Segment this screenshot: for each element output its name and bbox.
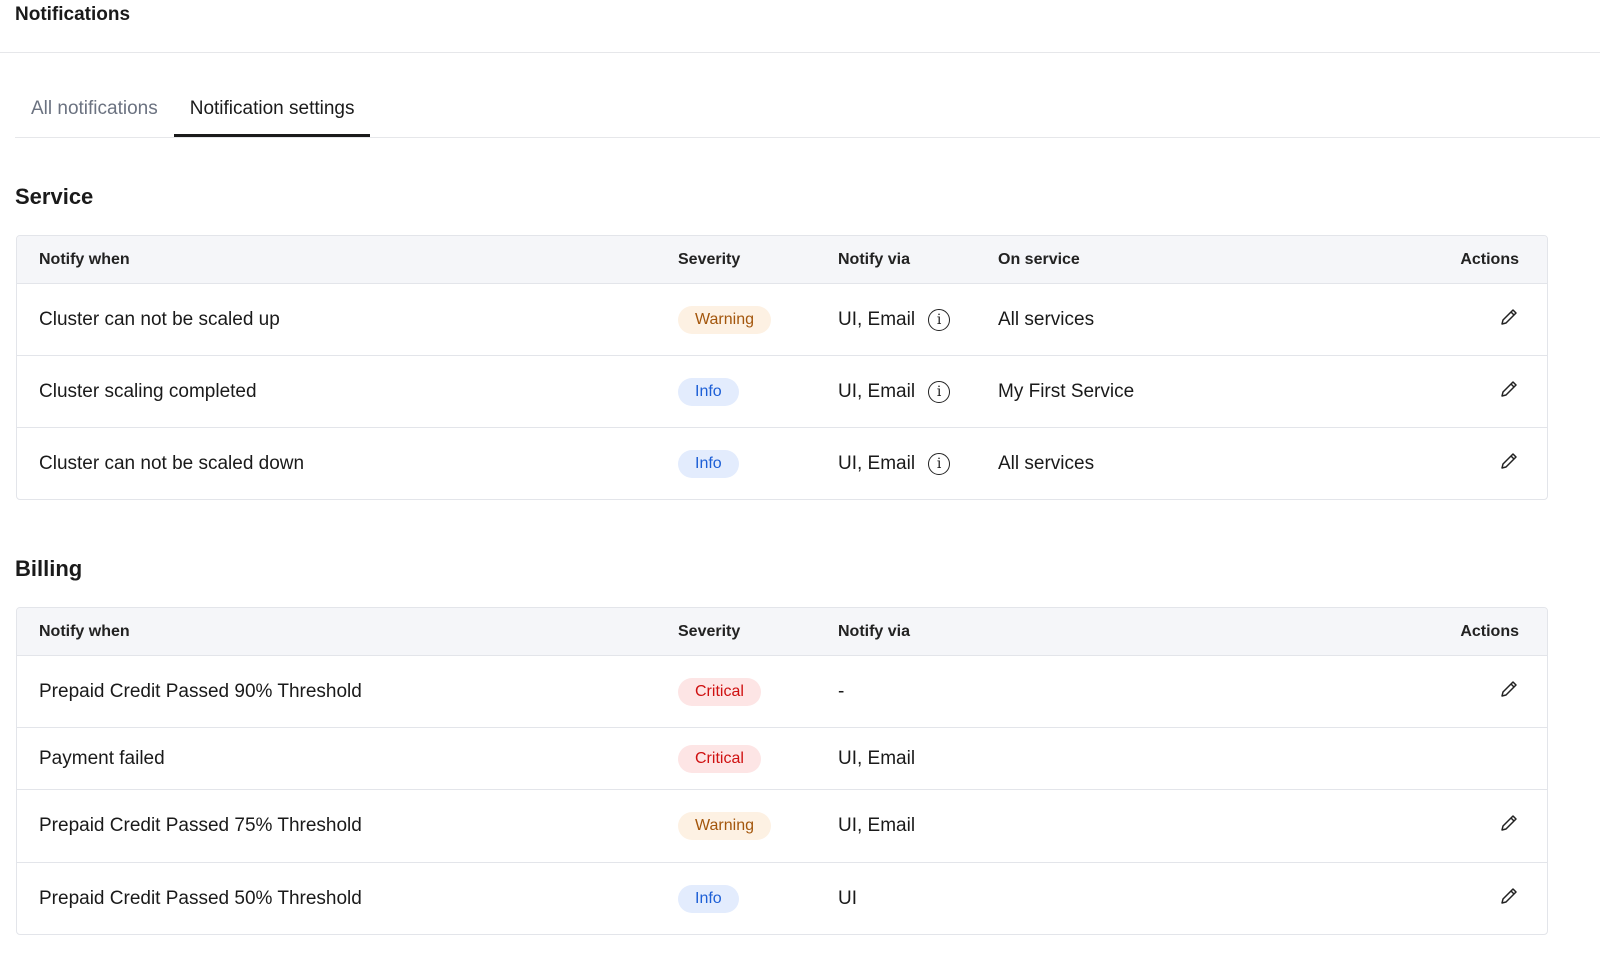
severity-badge: Info bbox=[678, 377, 739, 406]
notify-when: Prepaid Credit Passed 90% Threshold bbox=[39, 680, 362, 702]
severity-badge: Info bbox=[678, 884, 739, 913]
column-header: Notify when bbox=[39, 622, 130, 640]
tab-all-notifications[interactable]: All notifications bbox=[31, 98, 158, 119]
notify-when: Cluster can not be scaled up bbox=[39, 308, 280, 330]
notify-via: UI bbox=[838, 887, 857, 909]
info-icon[interactable]: i bbox=[928, 380, 951, 403]
table-header: Notify when Severity Notify via On servi… bbox=[17, 236, 1547, 283]
table-row: Cluster scaling completed Info UI, Email… bbox=[17, 355, 1547, 427]
page-title: Notifications bbox=[15, 4, 131, 25]
table-row: Prepaid Credit Passed 90% Threshold Crit… bbox=[17, 655, 1547, 727]
table-header: Notify when Severity Notify via Actions bbox=[17, 608, 1547, 655]
column-header: Severity bbox=[678, 622, 741, 640]
severity-badge: Warning bbox=[678, 812, 771, 840]
table-row: Payment failed Critical UI, Email bbox=[17, 727, 1547, 789]
pencil-icon bbox=[1499, 815, 1519, 838]
pencil-icon bbox=[1499, 680, 1519, 704]
on-service: My First Service bbox=[998, 380, 1135, 402]
notify-when: Prepaid Credit Passed 75% Threshold bbox=[39, 815, 362, 836]
notify-via: UI, Email bbox=[838, 747, 916, 769]
edit-button[interactable] bbox=[1499, 813, 1519, 839]
notify-when: Cluster can not be scaled down bbox=[39, 452, 305, 474]
notify-via: UI, Email bbox=[838, 380, 916, 402]
on-service: All services bbox=[998, 452, 1095, 474]
tab-bar: All notifications Notification settings bbox=[15, 86, 1600, 138]
column-header: Notify via bbox=[838, 622, 911, 640]
notify-via: UI, Email bbox=[838, 308, 916, 330]
edit-button[interactable] bbox=[1499, 307, 1519, 333]
severity-badge: Critical bbox=[678, 744, 761, 773]
table-row: Prepaid Credit Passed 50% Threshold Info… bbox=[17, 862, 1547, 934]
notify-via: UI, Email bbox=[838, 452, 916, 474]
edit-button[interactable] bbox=[1499, 451, 1519, 477]
table-row: Prepaid Credit Passed 75% Threshold Warn… bbox=[17, 789, 1547, 862]
billing-table: Notify when Severity Notify via Actions … bbox=[16, 607, 1548, 935]
notify-when: Cluster scaling completed bbox=[39, 380, 257, 402]
on-service: All services bbox=[998, 308, 1095, 330]
notify-via: - bbox=[838, 680, 845, 702]
service-table: Notify when Severity Notify via On servi… bbox=[16, 235, 1548, 500]
billing-section-title: Billing bbox=[15, 556, 83, 581]
edit-button[interactable] bbox=[1499, 379, 1519, 405]
severity-badge: Info bbox=[678, 449, 739, 478]
column-header: Severity bbox=[678, 250, 741, 268]
edit-button[interactable] bbox=[1499, 679, 1519, 705]
service-section-title: Service bbox=[15, 184, 94, 209]
pencil-icon bbox=[1499, 308, 1519, 332]
info-icon[interactable]: i bbox=[928, 308, 951, 331]
pencil-icon bbox=[1499, 380, 1519, 404]
column-header: On service bbox=[998, 250, 1080, 268]
table-row: Cluster can not be scaled up Warning UI,… bbox=[17, 283, 1547, 355]
table-row: Cluster can not be scaled down Info UI, … bbox=[17, 427, 1547, 499]
notify-when: Payment failed bbox=[39, 747, 165, 769]
notify-when: Prepaid Credit Passed 50% Threshold bbox=[39, 887, 362, 909]
page-header: Notifications bbox=[0, 0, 1600, 53]
tab-notification-settings[interactable]: Notification settings bbox=[173, 86, 371, 137]
info-icon[interactable]: i bbox=[928, 452, 951, 475]
column-header: Actions bbox=[1460, 622, 1519, 640]
severity-badge: Critical bbox=[678, 677, 761, 706]
severity-badge: Warning bbox=[678, 305, 771, 334]
column-header: Notify when bbox=[39, 250, 130, 268]
pencil-icon bbox=[1499, 887, 1519, 911]
edit-button[interactable] bbox=[1499, 886, 1519, 912]
pencil-icon bbox=[1499, 452, 1519, 476]
notify-via: UI, Email bbox=[838, 815, 916, 836]
column-header: Notify via bbox=[838, 250, 911, 268]
column-header: Actions bbox=[1460, 250, 1519, 268]
